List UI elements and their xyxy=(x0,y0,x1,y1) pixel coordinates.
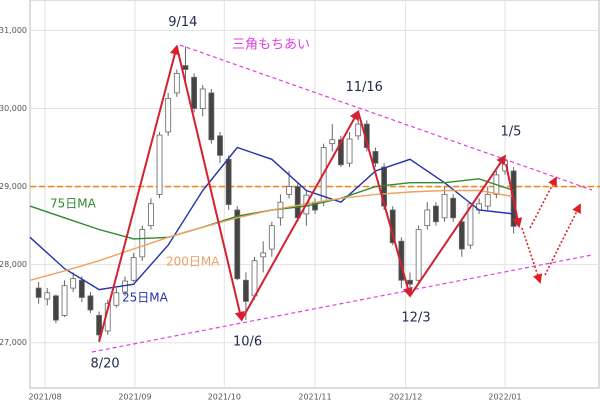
candle-body xyxy=(372,151,379,164)
candle-body xyxy=(78,279,85,298)
triangle-lower xyxy=(91,254,593,353)
candle-body xyxy=(208,92,215,141)
candle-body xyxy=(243,279,249,302)
candle-body xyxy=(148,203,154,227)
candle-body xyxy=(217,135,223,156)
candle-body xyxy=(61,285,68,316)
x-tick-label: 2021/10 xyxy=(208,393,241,402)
trend-arrow xyxy=(505,163,523,229)
candle-body xyxy=(268,225,275,250)
pattern-label: 三角もちあい xyxy=(232,38,310,53)
ma-line xyxy=(29,189,514,281)
ma-label: 75日MA xyxy=(50,197,97,211)
candle-body xyxy=(294,186,301,219)
candle-body xyxy=(329,139,336,145)
projection xyxy=(521,227,543,284)
x-tick-label: 2021/08 xyxy=(28,393,61,402)
annotation: 9/14 xyxy=(168,15,197,30)
candle-body xyxy=(234,209,241,280)
annotation: 11/16 xyxy=(345,80,382,95)
annotation: 1/5 xyxy=(501,125,522,140)
candle-body xyxy=(35,287,42,298)
projection xyxy=(544,203,581,276)
candle-body xyxy=(191,76,197,109)
candle-body xyxy=(441,193,448,219)
y-tick-label: 30,000 xyxy=(0,104,27,113)
candle-body xyxy=(398,240,405,281)
candle-body xyxy=(415,229,422,281)
candle-body xyxy=(424,209,431,227)
projection xyxy=(529,176,557,229)
candle-body xyxy=(182,65,189,70)
candle-body xyxy=(484,193,491,207)
candle-body xyxy=(44,292,51,300)
trend-arrow xyxy=(409,154,507,297)
candle-body xyxy=(113,292,120,306)
ma-line xyxy=(29,146,514,291)
candle-body xyxy=(260,252,267,258)
candle-body xyxy=(70,278,77,289)
candle-body xyxy=(286,186,292,195)
trend-arrow xyxy=(175,46,245,322)
candle-body xyxy=(165,97,172,133)
y-tick-label: 31,000 xyxy=(0,26,27,35)
candle-body xyxy=(407,279,413,285)
x-tick-label: 2022/01 xyxy=(488,393,521,402)
x-tick-label: 2021/12 xyxy=(389,393,422,402)
y-tick-label: 29,000 xyxy=(0,182,27,191)
ma-label: 25日MA xyxy=(122,291,169,305)
candle-body xyxy=(433,205,439,223)
y-tick-label: 28,000 xyxy=(0,260,27,269)
x-tick-label: 2021/09 xyxy=(118,393,151,402)
candle-body xyxy=(199,88,206,109)
annotation: 12/3 xyxy=(401,310,430,325)
candle-body xyxy=(458,221,465,250)
trend-arrow xyxy=(98,44,180,343)
candle-body xyxy=(338,139,344,166)
candle-body xyxy=(139,229,146,258)
ma-label: 200日MA xyxy=(166,255,220,269)
candle-body xyxy=(355,123,362,137)
x-tick-label: 2021/11 xyxy=(298,393,331,402)
annotation: 10/6 xyxy=(233,334,262,349)
candle-body xyxy=(53,295,59,321)
candle-body xyxy=(130,257,137,281)
trend-arrow xyxy=(357,111,413,298)
triangle-upper xyxy=(179,44,593,191)
y-tick-label: 27,000 xyxy=(0,338,27,347)
annotation: 8/20 xyxy=(90,356,119,371)
candle-body xyxy=(87,295,94,311)
candle-body xyxy=(225,158,232,205)
candle-body xyxy=(450,197,457,219)
candle-body xyxy=(277,201,284,219)
candle-body xyxy=(346,138,353,164)
trend-arrow xyxy=(240,109,360,321)
candle-body xyxy=(251,260,258,297)
candle-body xyxy=(173,72,180,94)
candle-body xyxy=(156,134,163,195)
candle-body xyxy=(96,314,102,336)
